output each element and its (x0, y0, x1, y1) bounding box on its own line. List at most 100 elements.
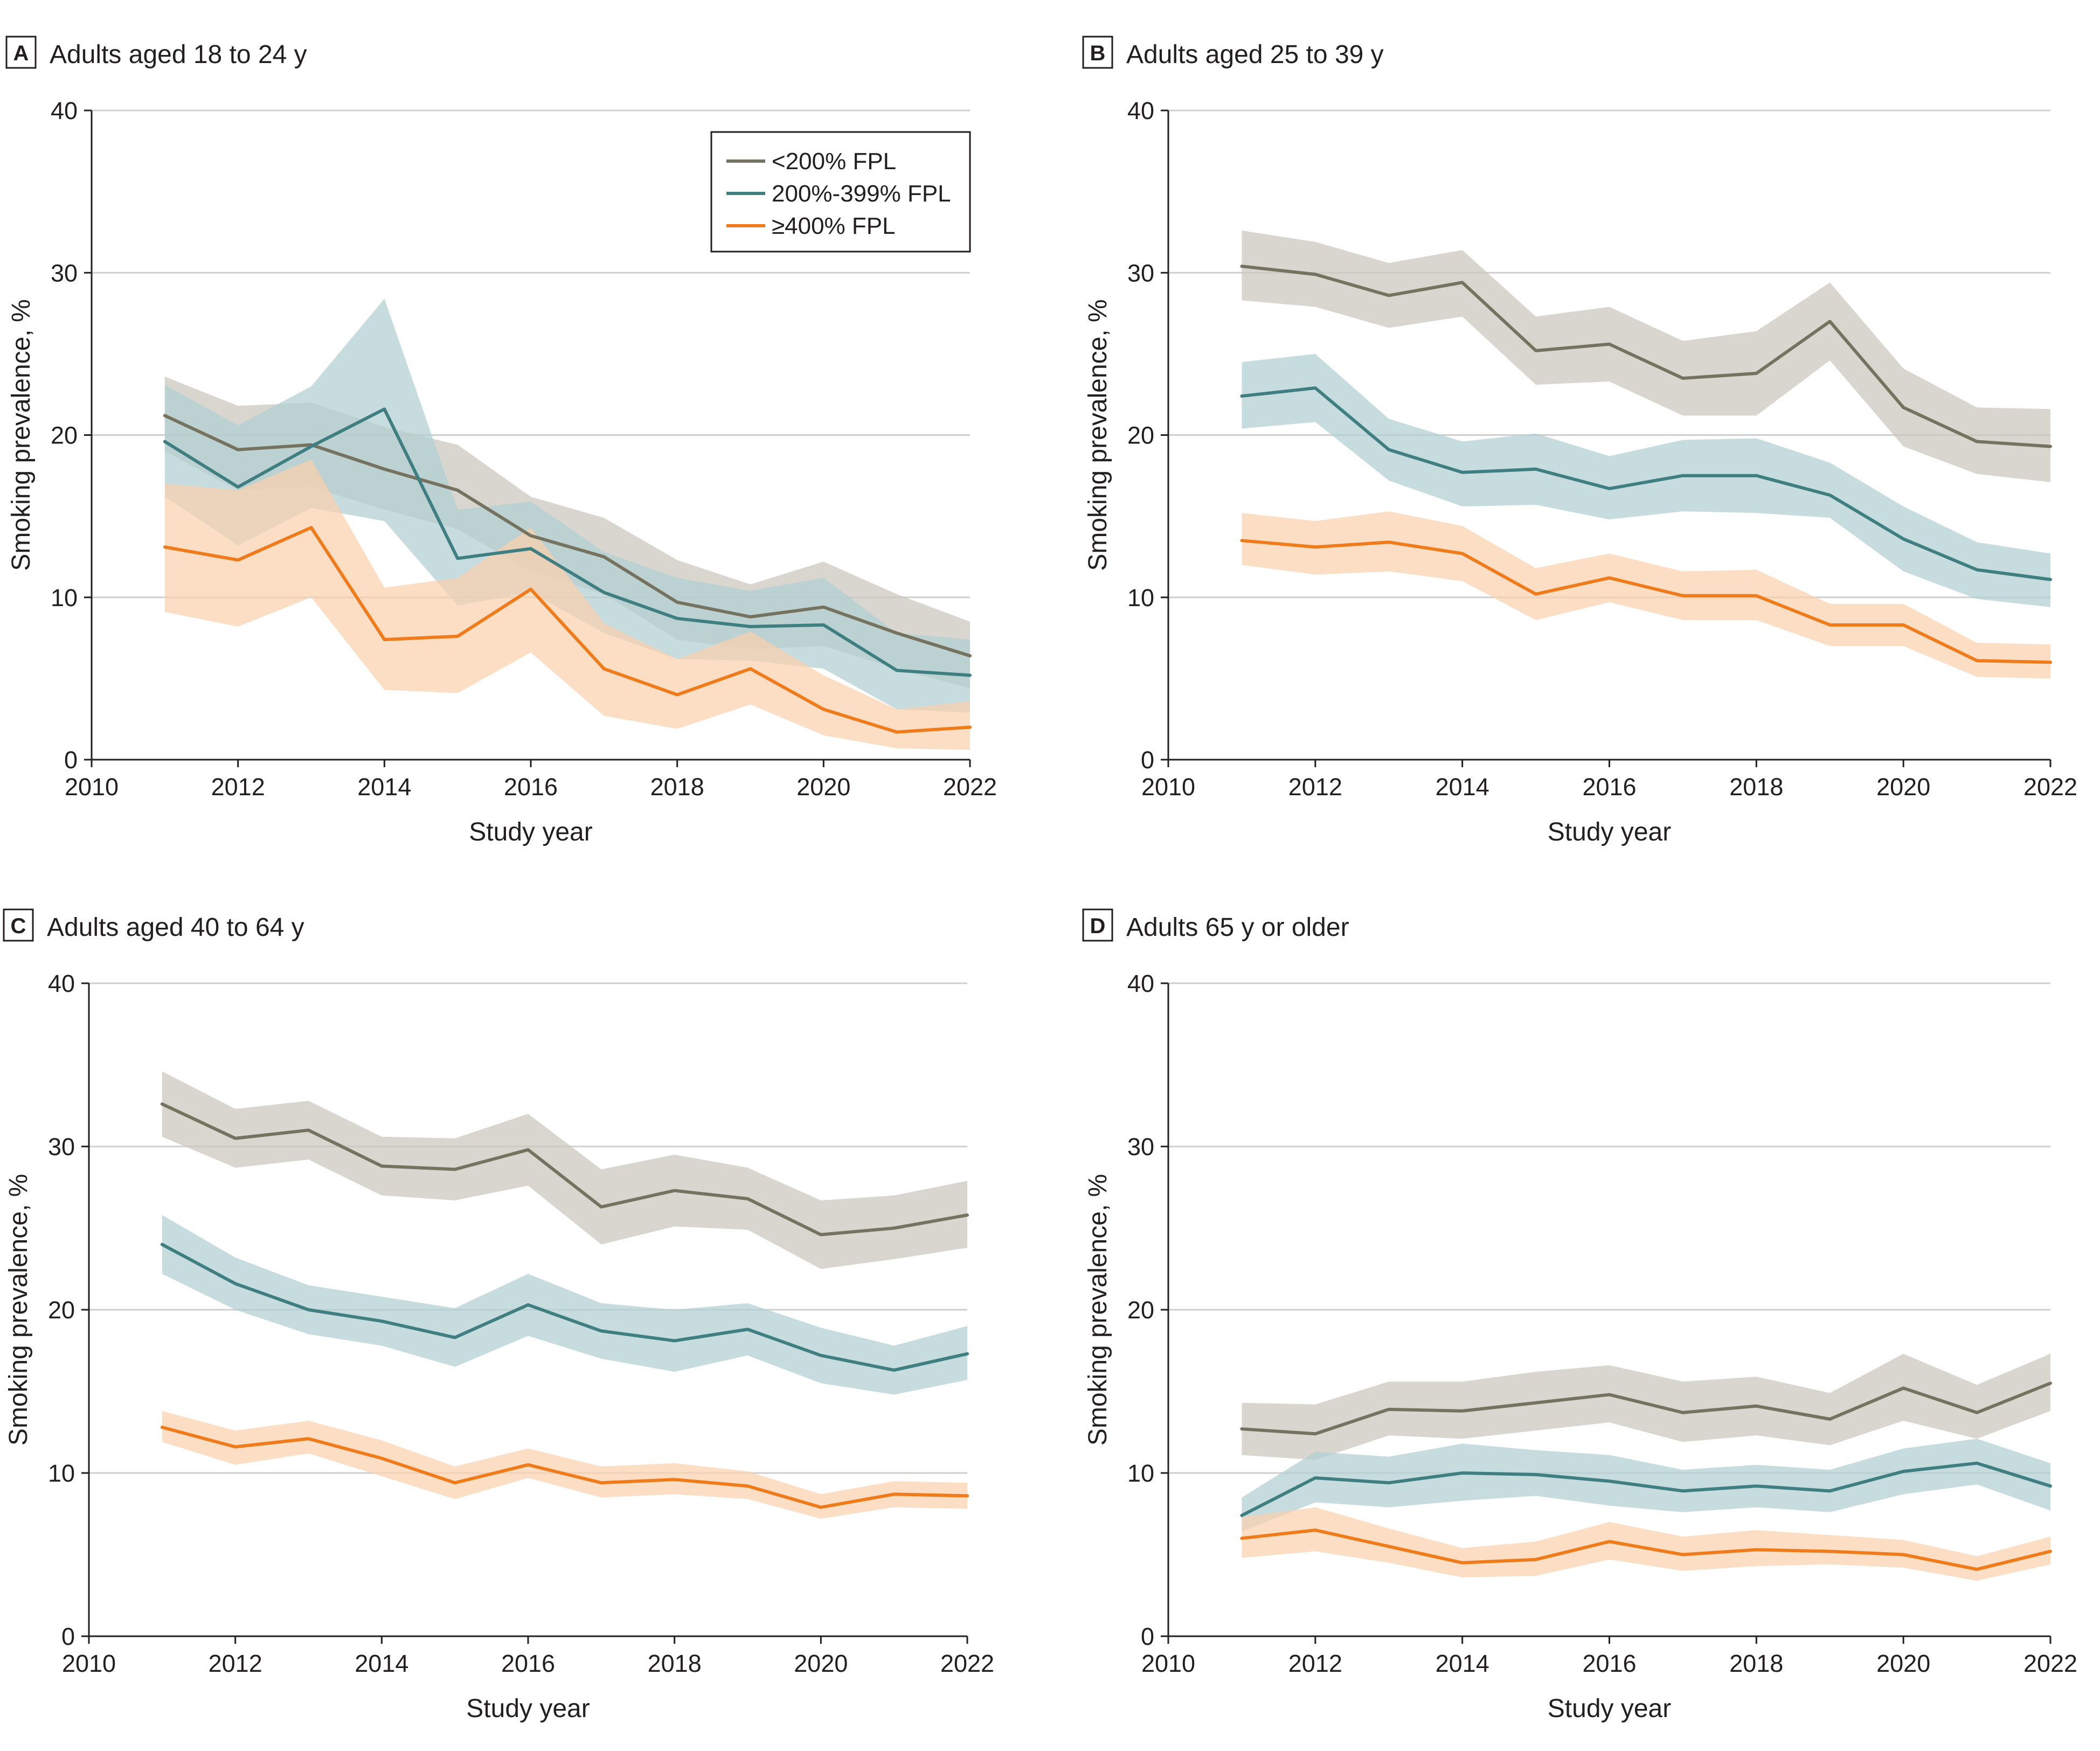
legend: <200% FPL 200%-399% FPL ≥400% FPL (710, 131, 971, 253)
data-point-lt200pct-fpl (1681, 376, 1685, 380)
data-point-ge400pct-fpl (965, 1493, 969, 1498)
data-point-ge400pct-fpl (233, 1445, 238, 1449)
y-tick-label: 0 (64, 746, 78, 774)
data-point-lt200pct-fpl (455, 488, 460, 492)
data-point-200pct-399pct-fpl (382, 407, 386, 411)
data-point-200pct-399pct-fpl (599, 1329, 604, 1333)
y-tick-label: 40 (1127, 970, 1154, 997)
series-line-200pct-399pct-fpl (1240, 1461, 2052, 1517)
y-tick-label: 10 (1127, 584, 1154, 612)
y-tick-label: 0 (61, 1623, 75, 1650)
data-point-ge400pct-fpl (892, 1492, 896, 1496)
data-point-200pct-399pct-fpl (1828, 1489, 1832, 1493)
data-point-200pct-399pct-fpl (1681, 474, 1685, 478)
series-line-200pct-399pct-fpl (163, 407, 972, 677)
data-point-ge400pct-fpl (675, 693, 680, 697)
x-tick-label: 2018 (648, 1650, 702, 1677)
data-point-ge400pct-fpl (309, 525, 314, 530)
data-point-ge400pct-fpl (382, 637, 386, 642)
data-point-ge400pct-fpl (602, 666, 606, 671)
series-line-lt200pct-fpl (1240, 265, 2052, 448)
data-point-ge400pct-fpl (821, 707, 826, 712)
series-line-200pct-399pct-fpl (160, 1242, 969, 1372)
data-point-ge400pct-fpl (1534, 592, 1538, 596)
panel-title: Adults aged 18 to 24 y (50, 40, 307, 69)
band-lt200pct-fpl (162, 1071, 967, 1269)
panel-letter-box (5, 36, 37, 69)
y-tick-label: 20 (51, 422, 78, 449)
data-point-200pct-399pct-fpl (2048, 1484, 2053, 1488)
panel-c: C Adults aged 40 to 64 y 0 10 20 30 40 2010 2012… (3, 908, 994, 1723)
x-tick-label: 2018 (650, 773, 704, 801)
x-tick-label: 2014 (355, 1650, 408, 1677)
data-point-lt200pct-fpl (748, 615, 753, 619)
data-point-ge400pct-fpl (1607, 1539, 1612, 1544)
data-point-lt200pct-fpl (1975, 1410, 1979, 1415)
data-point-lt200pct-fpl (675, 600, 680, 604)
x-tick-label: 2022 (2023, 1650, 2077, 1677)
band-lt200pct-fpl (1242, 1353, 2050, 1460)
y-tick-label: 20 (1127, 1296, 1154, 1324)
data-point-lt200pct-fpl (895, 631, 899, 635)
series-line-lt200pct-fpl (1240, 1381, 2052, 1436)
y-axis-title: Smoking prevalence, % (1084, 1174, 1112, 1446)
data-point-lt200pct-fpl (1460, 1409, 1465, 1413)
y-tick-label: 0 (1141, 746, 1154, 774)
y-tick-label: 40 (51, 97, 78, 124)
y-tick-label: 20 (48, 1296, 75, 1324)
x-tick-label: 2022 (943, 773, 997, 801)
data-point-200pct-399pct-fpl (1534, 1472, 1538, 1477)
panel-letter-box (1082, 908, 1113, 942)
x-tick-label: 2014 (357, 773, 411, 801)
y-axis-title: Smoking prevalence, % (4, 1174, 33, 1446)
legend-label-ge400pct-fpl: ≥400% FPL (772, 213, 896, 239)
data-point-ge400pct-fpl (1681, 1553, 1685, 1557)
y-tick-label: 40 (1127, 97, 1154, 124)
panel-letter: A (13, 41, 29, 65)
panel-title: Adults aged 25 to 39 y (1126, 40, 1384, 69)
data-point-200pct-399pct-fpl (673, 1339, 677, 1343)
data-point-200pct-399pct-fpl (160, 1242, 164, 1247)
x-tick-label: 2014 (1436, 773, 1489, 801)
data-point-200pct-399pct-fpl (1460, 470, 1465, 475)
y-tick-label: 30 (51, 259, 78, 287)
panel-letter-box (3, 908, 34, 942)
x-axis-title: Study year (1548, 818, 1671, 846)
data-point-200pct-399pct-fpl (1387, 448, 1391, 452)
panel-a: A Adults aged 18 to 24 y 0 10 20 30 40 2010 2012… (5, 36, 997, 846)
data-point-lt200pct-fpl (2048, 1381, 2053, 1385)
x-tick-label: 2016 (501, 1650, 555, 1677)
data-point-lt200pct-fpl (1901, 405, 1905, 409)
data-point-lt200pct-fpl (1313, 272, 1318, 276)
series-line-ge400pct-fpl (163, 526, 972, 734)
data-point-ge400pct-fpl (160, 1425, 164, 1429)
data-point-ge400pct-fpl (1975, 1567, 1979, 1572)
data-point-200pct-399pct-fpl (307, 1308, 311, 1312)
data-point-ge400pct-fpl (1239, 538, 1244, 543)
data-point-ge400pct-fpl (1387, 540, 1391, 544)
data-point-ge400pct-fpl (895, 730, 899, 734)
data-point-200pct-399pct-fpl (1313, 386, 1318, 390)
data-point-lt200pct-fpl (821, 605, 826, 609)
data-point-lt200pct-fpl (379, 1164, 384, 1168)
data-point-ge400pct-fpl (1754, 594, 1758, 598)
data-point-ge400pct-fpl (1239, 1536, 1244, 1540)
data-point-200pct-399pct-fpl (1901, 1469, 1905, 1474)
x-tick-label: 2010 (1141, 1650, 1195, 1677)
data-point-200pct-399pct-fpl (379, 1319, 384, 1323)
data-point-ge400pct-fpl (1313, 1528, 1318, 1532)
data-point-ge400pct-fpl (968, 725, 972, 729)
data-point-lt200pct-fpl (1754, 371, 1758, 376)
data-point-200pct-399pct-fpl (968, 673, 972, 677)
data-point-lt200pct-fpl (160, 1102, 164, 1106)
legend-label-200pct-399pct-fpl: 200%-399% FPL (772, 180, 951, 207)
data-point-lt200pct-fpl (453, 1167, 457, 1171)
panel-letter: C (11, 914, 26, 938)
data-point-ge400pct-fpl (453, 1481, 457, 1485)
data-point-200pct-399pct-fpl (1239, 394, 1244, 398)
data-point-lt200pct-fpl (1239, 264, 1244, 268)
y-tick-label: 30 (1127, 259, 1154, 287)
data-point-200pct-399pct-fpl (819, 1353, 823, 1358)
x-tick-label: 2016 (1582, 773, 1636, 801)
data-point-ge400pct-fpl (2048, 1549, 2053, 1553)
